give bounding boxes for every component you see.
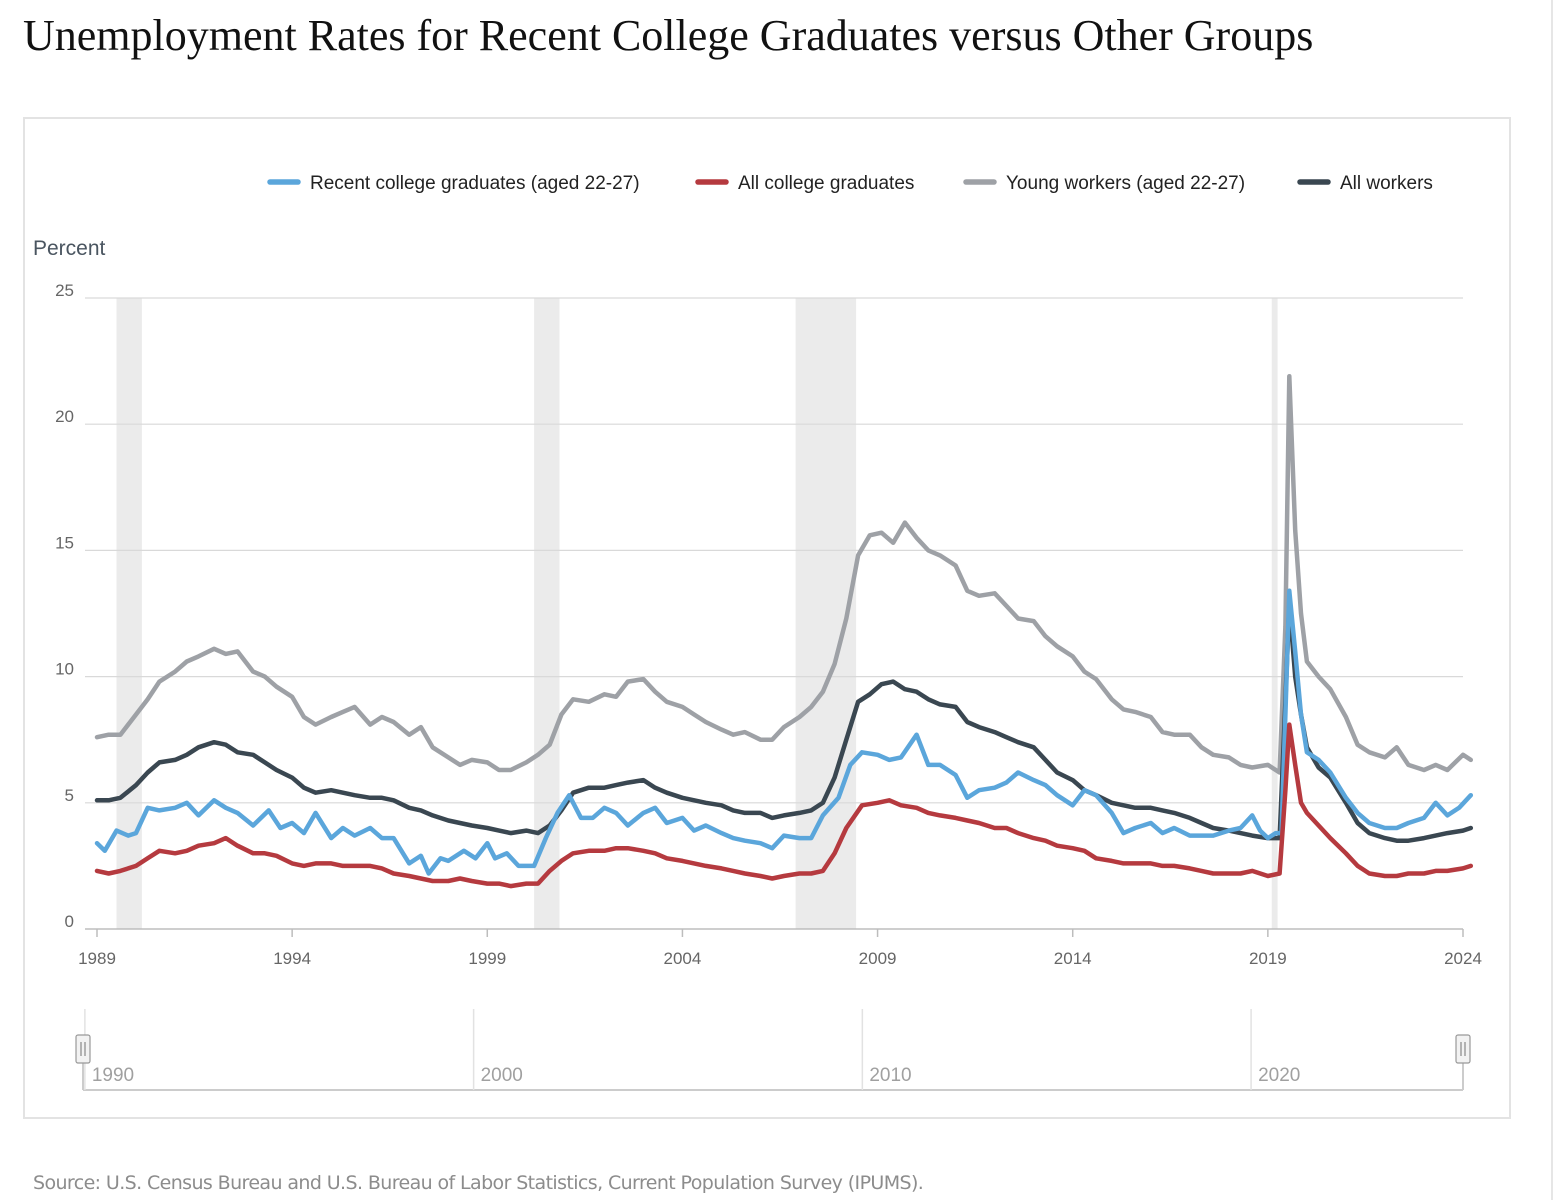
navigator-handle-left[interactable] [75,1034,91,1064]
x-tick-label: 2009 [859,949,897,968]
recession-band [116,298,142,929]
series-line [94,588,1474,876]
x-tick-label: 1994 [273,949,311,968]
y-tick-label: 25 [55,281,74,300]
range-navigator[interactable]: 1990 2000 2010 2020 [75,1009,1471,1091]
recession-band [1271,298,1278,929]
y-tick-label: 15 [55,533,74,552]
y-tick-label: 10 [55,660,74,679]
grid-lines [85,297,1463,804]
source-note: Source: U.S. Census Bureau and U.S. Bure… [33,1172,924,1194]
x-tick-label: 1989 [78,949,116,968]
x-tick-label: 2019 [1249,949,1287,968]
handle-box [1455,1034,1471,1064]
y-tick-label: 20 [55,407,74,426]
page-title: Unemployment Rates for Recent College Gr… [23,11,1314,60]
y-tick-label: 5 [65,786,74,805]
x-tick-label: 2004 [664,949,702,968]
handle-box [75,1034,91,1064]
y-axis-label: Percent [33,237,106,260]
series-lines [94,373,1474,889]
navigator-label: 1990 [92,1065,134,1086]
legend-label: All college graduates [738,173,914,194]
legend-label: All workers [1340,173,1433,194]
navigator-handle-right[interactable] [1455,1034,1471,1064]
navigator-label: 2010 [869,1065,911,1086]
x-tick-label: 1999 [468,949,506,968]
recession-bands [116,298,1278,929]
chart-frame [23,117,1511,1119]
y-tick-label: 0 [65,912,74,931]
right-divider [1551,0,1553,1200]
x-tick-label: 2014 [1054,949,1092,968]
navigator-label: 2020 [1258,1065,1300,1086]
series-line [94,722,1474,889]
navigator-label: 2000 [481,1065,523,1086]
series-line [94,373,1474,775]
x-tick-label: 2024 [1444,949,1482,968]
legend-label: Recent college graduates (aged 22-27) [310,173,640,194]
recession-band [534,298,560,929]
legend: Recent college graduates (aged 22-27) All… [267,173,1433,194]
axes: 0 5 10 15 20 25 1989 1994 1999 2004 2009 2014 2019 20… [55,281,1482,968]
legend-label: Young workers (aged 22-27) [1006,173,1245,194]
series-line [94,601,1474,843]
